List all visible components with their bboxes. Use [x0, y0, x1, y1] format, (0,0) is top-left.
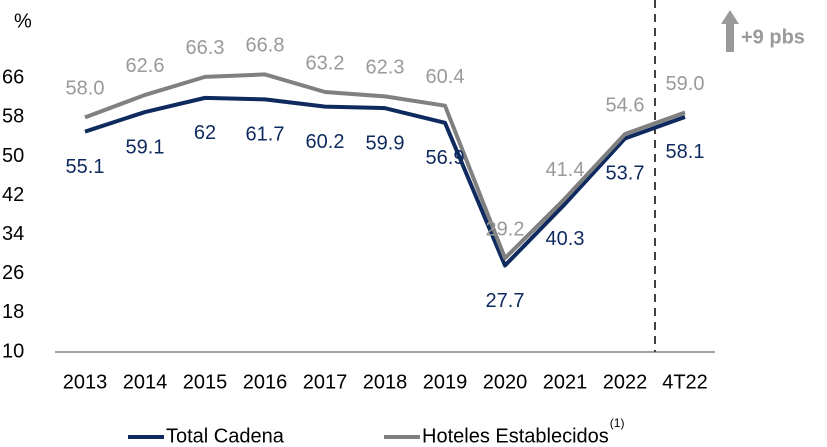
data-label: 56.9	[426, 147, 465, 169]
x-tick-label: 2014	[123, 371, 168, 393]
data-label: 58.1	[666, 141, 705, 163]
legend-superscript: (1)	[610, 416, 625, 430]
data-label: 62.3	[366, 57, 405, 79]
y-tick-label: 66	[2, 67, 24, 89]
data-label: 27.7	[486, 290, 525, 312]
data-label: 62	[194, 122, 216, 144]
line	[84, 95, 686, 268]
data-label: 60.4	[426, 66, 465, 88]
data-label: 59.1	[126, 136, 165, 158]
data-label: 66.3	[186, 37, 225, 59]
up-arrow	[721, 10, 739, 52]
annotation: +9 pbs	[741, 26, 805, 48]
data-label: 59.9	[366, 132, 405, 154]
x-tick-label: 2022	[603, 371, 648, 393]
x-tick-label: 2018	[363, 371, 408, 393]
legend-label: Hoteles Establecidos	[422, 425, 609, 447]
data-label: 40.3	[546, 228, 585, 250]
data-label: 53.7	[606, 163, 645, 185]
data-label: 66.8	[246, 35, 285, 57]
x-tick-label: 2020	[483, 371, 528, 393]
data-label: 55.1	[66, 156, 105, 178]
y-tick-label: 42	[2, 184, 24, 206]
data-label: 61.7	[246, 124, 285, 146]
x-tick-label: 2019	[423, 371, 468, 393]
data-label: 60.2	[306, 131, 345, 153]
y-tick-label: 34	[2, 223, 24, 245]
y-tick-label: 10	[2, 340, 24, 362]
data-label: 41.4	[546, 159, 585, 181]
y-tick-label: 58	[2, 106, 24, 128]
x-tick-label: 2021	[543, 371, 588, 393]
y-axis-unit: %	[14, 10, 32, 32]
data-label: 59.0	[666, 73, 705, 95]
data-label: 63.2	[306, 52, 345, 74]
x-tick-label: 2015	[183, 371, 228, 393]
data-label: 29.2	[486, 218, 525, 240]
data-label: 58.0	[66, 78, 105, 100]
legend-label: Total Cadena	[166, 425, 285, 447]
x-tick-label: 2013	[63, 371, 108, 393]
x-tick-label: 2016	[243, 371, 288, 393]
y-tick-label: 18	[2, 301, 24, 323]
y-tick-label: 50	[2, 145, 24, 167]
data-label: 54.6	[606, 94, 645, 116]
x-tick-label: 2017	[303, 371, 348, 393]
x-tick-label: 4T22	[662, 371, 708, 393]
y-tick-label: 26	[2, 262, 24, 284]
line	[84, 72, 686, 261]
data-label: 62.6	[126, 55, 165, 77]
